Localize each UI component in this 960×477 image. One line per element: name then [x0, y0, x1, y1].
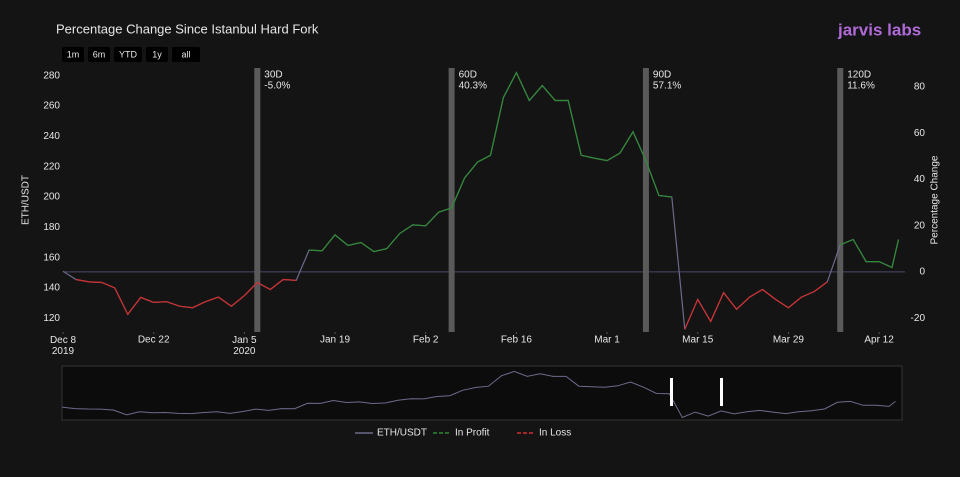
navigator-line: [61, 370, 896, 419]
annotation-value: 40.3%: [459, 81, 487, 92]
annotation-value: -5.0%: [264, 81, 290, 92]
range-button-bg: [62, 47, 84, 62]
x-tick-label: Jan 5 2020: [232, 335, 257, 357]
range-button-label: all: [181, 49, 190, 59]
x-tick-label: Mar 29: [773, 335, 805, 346]
annotation-value: 57.1%: [653, 81, 681, 92]
annotation-label: 90D: [653, 70, 671, 81]
annotation-label: 60D: [459, 70, 477, 81]
y-tick-label: 180: [43, 222, 60, 233]
y2-tick-label: 20: [914, 220, 926, 231]
range-button[interactable]: YTD: [114, 47, 142, 62]
logo: jarvis labs: [837, 20, 921, 39]
line-series: [309, 71, 900, 269]
y-axis-title: ETH/USDT: [21, 175, 32, 225]
range-button-bg: [114, 47, 142, 62]
annotation-bar: [448, 68, 455, 332]
range-button[interactable]: 1m: [62, 47, 84, 62]
legend-label[interactable]: In Profit: [455, 428, 490, 439]
range-button[interactable]: all: [172, 47, 200, 62]
legend-label[interactable]: In Loss: [539, 428, 571, 439]
annotation-label: 120D: [847, 70, 871, 81]
annotation-bar: [642, 68, 649, 332]
x-tick-label: Jan 19: [320, 335, 350, 346]
y-tick-label: 240: [43, 131, 60, 142]
y-tick-label: 160: [43, 252, 60, 263]
y-tick-label: 260: [43, 101, 60, 112]
y-tick-label: 220: [43, 161, 60, 172]
x-tick-label: Mar 15: [682, 335, 714, 346]
line-series: [75, 278, 828, 330]
x-tick-label: Feb 2: [413, 335, 439, 346]
annotation-value: 11.6%: [847, 81, 875, 92]
y-tick-label: 280: [43, 70, 60, 81]
x-tick-label: Dec 22: [138, 335, 170, 346]
y-tick-label: 200: [43, 192, 60, 203]
y2-axis-title: Percentage Change: [930, 155, 941, 244]
x-tick-label: Feb 16: [501, 335, 533, 346]
y2-tick-label: -20: [911, 313, 926, 324]
navigator-handle[interactable]: [670, 378, 673, 406]
navigator-handle[interactable]: [720, 378, 723, 406]
y2-tick-label: 0: [919, 267, 925, 278]
x-tick-label: Apr 12: [864, 335, 894, 346]
range-button[interactable]: 1y: [146, 47, 168, 62]
annotation-label: 30D: [264, 70, 282, 81]
range-button-label: 6m: [93, 49, 106, 59]
y2-tick-label: 40: [914, 174, 926, 185]
y-tick-label: 140: [43, 283, 60, 294]
range-button-label: 1y: [152, 49, 162, 59]
range-button[interactable]: 6m: [88, 47, 110, 62]
y-tick-label: 120: [43, 313, 60, 324]
x-tick-label: Dec 8 2019: [50, 335, 77, 357]
annotation-bar: [837, 68, 844, 332]
range-button-bg: [172, 47, 200, 62]
range-button-label: 1m: [67, 49, 80, 59]
annotation-bar: [254, 68, 261, 332]
y2-tick-label: 80: [914, 82, 926, 93]
range-button-bg: [88, 47, 110, 62]
navigator-frame: [61, 365, 903, 421]
range-button-bg: [146, 47, 168, 62]
x-tick-label: Mar 1: [594, 335, 620, 346]
range-button-label: YTD: [119, 49, 138, 59]
legend-label[interactable]: ETH/USDT: [377, 428, 427, 439]
chart-title: Percentage Change Since Istanbul Hard Fo…: [56, 21, 319, 36]
y2-tick-label: 60: [914, 128, 926, 139]
